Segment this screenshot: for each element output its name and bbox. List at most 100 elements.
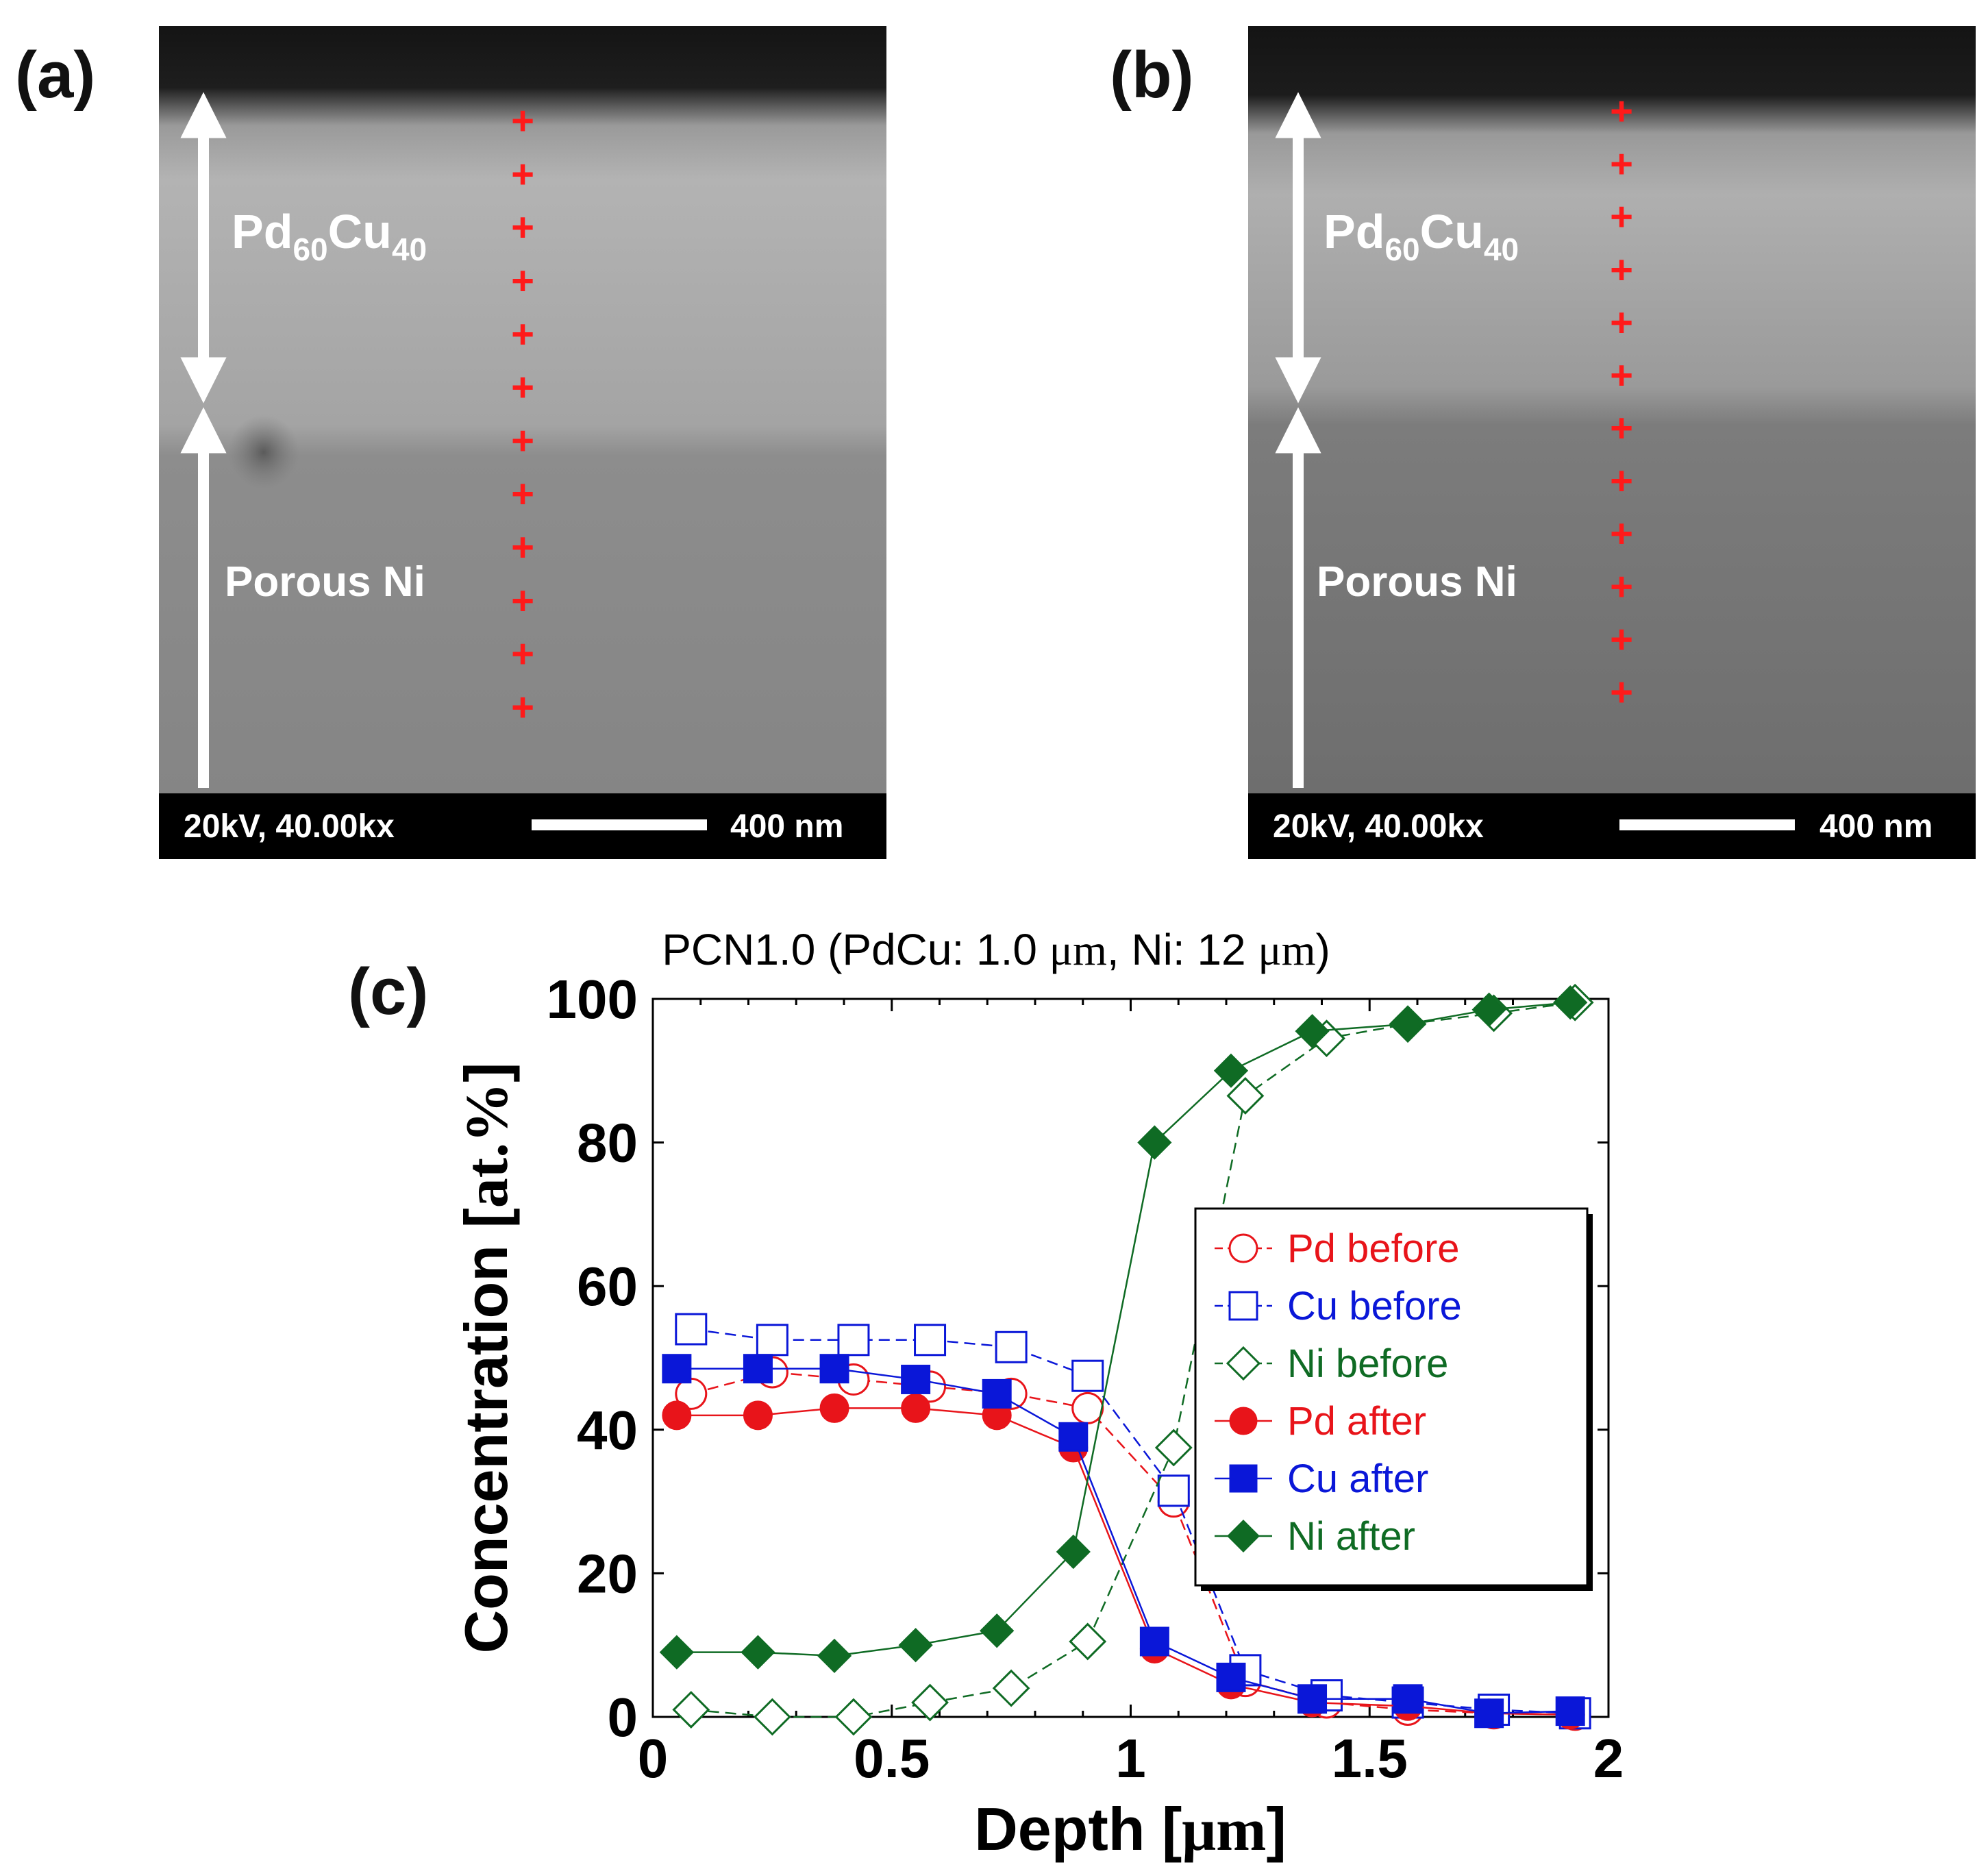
data-point: [1393, 1684, 1423, 1714]
scale-bar-a: [532, 819, 707, 830]
x-tick-label: 0: [638, 1728, 669, 1789]
x-tick-label: 2: [1593, 1728, 1624, 1789]
sem-image-a: Pd60Cu40 Porous Ni + + + + + + + + + + + + 20kV, 40…: [159, 26, 886, 859]
data-point: [1474, 1698, 1504, 1729]
data-point: [817, 1638, 852, 1674]
concentration-chart: PCN1.0 (PdCu: 1.0 μm, Ni: 12 μm) 0204060…: [452, 925, 1624, 1864]
legend-marker: [1229, 1407, 1258, 1435]
data-point: [753, 1698, 791, 1736]
data-point: [756, 1324, 788, 1357]
eds-point-marker: +: [1610, 459, 1633, 504]
data-point: [1471, 992, 1506, 1027]
data-point: [898, 1628, 933, 1663]
eds-point-marker: +: [511, 99, 534, 143]
y-tick-label: 60: [577, 1256, 638, 1317]
data-point: [1154, 1428, 1193, 1467]
data-point: [1071, 1359, 1104, 1392]
series-ni-after: [659, 985, 1588, 1674]
data-point: [901, 1364, 931, 1394]
legend-item: Ni before: [1215, 1341, 1448, 1386]
legend-marker: [1229, 1464, 1258, 1493]
data-point: [982, 1378, 1012, 1409]
eds-points-b: + + + + + + + + + + + +: [1610, 89, 1633, 715]
y-tick-label: 40: [577, 1400, 638, 1461]
eds-point-marker: +: [1610, 565, 1633, 609]
legend-marker: [1228, 1233, 1258, 1263]
data-point: [992, 1669, 1030, 1707]
eds-point-marker: +: [1610, 406, 1633, 451]
x-axis-title: Depth [μm]: [974, 1795, 1287, 1864]
eds-point-marker: +: [1610, 353, 1633, 397]
data-point: [1216, 1662, 1246, 1692]
scale-bar-b: [1619, 819, 1795, 830]
data-point: [1390, 1006, 1426, 1041]
data-point: [1058, 1422, 1089, 1452]
data-point: [914, 1324, 947, 1357]
eds-points-a: + + + + + + + + + + + +: [511, 99, 534, 730]
eds-point-marker: +: [1610, 195, 1633, 239]
series-line: [691, 1002, 1576, 1718]
ni-layer-label-b: Porous Ni: [1317, 558, 1517, 606]
panel-label-a: (a): [15, 38, 95, 112]
legend-label: Ni after: [1287, 1514, 1415, 1559]
eds-point-marker: +: [511, 472, 534, 517]
data-point: [1069, 1622, 1107, 1661]
data-point: [980, 1613, 1015, 1648]
y-tick-label: 0: [608, 1687, 638, 1748]
data-point: [819, 1393, 849, 1423]
eds-point-marker: +: [1610, 142, 1633, 186]
data-point: [1137, 1125, 1172, 1160]
data-point: [995, 1330, 1028, 1363]
eds-point-marker: +: [511, 525, 534, 570]
data-point: [743, 1354, 773, 1384]
scale-bar-label-a: 400 nm: [730, 808, 843, 845]
legend-marker: [1227, 1520, 1260, 1552]
eds-point-marker: +: [1610, 670, 1633, 715]
data-point: [1139, 1626, 1169, 1657]
data-point: [1553, 985, 1588, 1020]
data-point: [675, 1313, 708, 1346]
legend-item: Pd after: [1215, 1399, 1426, 1444]
y-tick-label: 80: [577, 1113, 638, 1174]
axis-ticks: 0 20 40 60 80 100 0 0.5 1 1.5 2: [547, 969, 1624, 1789]
legend-label: Cu before: [1287, 1284, 1462, 1328]
eds-point-marker: +: [1610, 89, 1633, 134]
eds-point-marker: +: [511, 258, 534, 303]
legend-box: [1194, 1207, 1589, 1587]
data-point: [1213, 1053, 1249, 1088]
pdcu-layer-label-a: Pd60Cu40: [232, 205, 427, 267]
chart-title: PCN1.0 (PdCu: 1.0 μm, Ni: 12 μm): [662, 925, 1330, 974]
legend: Pd before Cu before Ni before Pd after Cu af…: [1194, 1207, 1593, 1591]
legend-item: Cu before: [1215, 1284, 1462, 1328]
data-point: [1297, 1684, 1328, 1714]
legend-item: Ni after: [1215, 1514, 1415, 1559]
data-point: [662, 1354, 692, 1384]
data-point: [672, 1691, 710, 1729]
eds-point-marker: +: [511, 419, 534, 463]
eds-point-marker: +: [511, 206, 534, 250]
legend-item: Pd before: [1215, 1226, 1460, 1271]
eds-point-marker: +: [1610, 512, 1633, 556]
sem-info-b: 20kV, 40.00kx: [1273, 808, 1484, 845]
data-point: [837, 1324, 870, 1357]
eds-point-marker: +: [511, 365, 534, 410]
eds-point-marker: +: [1610, 300, 1633, 345]
legend-item: Cu after: [1215, 1457, 1428, 1501]
data-point: [741, 1635, 775, 1670]
legend-label: Pd after: [1287, 1399, 1426, 1444]
legend-marker: [1226, 1346, 1261, 1381]
series-layer: [659, 983, 1594, 1736]
legend-label: Cu after: [1287, 1457, 1428, 1501]
series-cu-after: [662, 1354, 1585, 1729]
legend-label: Pd before: [1287, 1226, 1460, 1271]
eds-point-marker: +: [511, 312, 534, 356]
x-tick-label: 1: [1115, 1728, 1146, 1789]
scale-bar-label-b: 400 nm: [1819, 808, 1933, 845]
data-point: [1157, 1474, 1190, 1507]
data-point: [1056, 1534, 1091, 1570]
y-tick-label: 100: [547, 969, 638, 1030]
y-tick-label: 20: [577, 1543, 638, 1604]
data-point: [659, 1635, 694, 1670]
legend-label: Ni before: [1287, 1341, 1448, 1386]
